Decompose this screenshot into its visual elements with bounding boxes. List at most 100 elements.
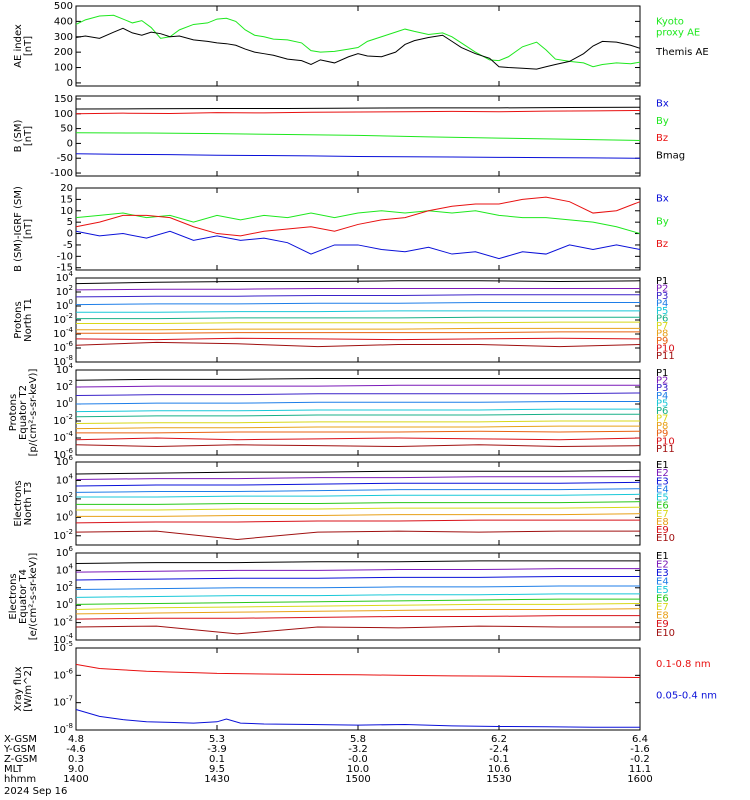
legend-entry: E10 [656,628,675,639]
y-tick-label: 0 [67,138,73,149]
legend-entry: E6 [656,594,669,605]
series-line-P5 [75,408,640,413]
series-line-E4 [75,488,641,493]
y-tick-label: 102 [56,284,73,298]
y-axis-label: B (SM)-IGRF (SM)[nT] [13,186,34,272]
legend-entry: By [656,116,669,127]
y-tick-label: -5 [63,240,73,251]
series-line-P6 [76,316,640,320]
series-line-By [75,132,641,141]
series-line-P11 [75,341,641,348]
x-axis-value: 10.6 [488,764,510,775]
panel-frame [75,369,641,456]
y-tick-label: 10-6 [53,667,73,681]
legend-entry: Bx [656,98,669,109]
series-line-P10 [75,337,641,341]
legend-entry: P11 [656,351,675,362]
y-tick-label: 102 [56,491,73,505]
series-line-P7 [75,420,640,425]
y-tick-label: 10-5 [53,640,73,654]
y-tick-label: 102 [56,379,73,393]
series-line-E9 [75,519,640,524]
x-axis-value: -2.4 [489,744,509,755]
legend-entry: P3 [656,383,668,394]
y-tick-label: 200 [54,47,73,58]
series-line-P8 [76,327,640,331]
y-axis-label: ProtonsNorth T1 [13,298,34,342]
series-line-P1 [75,280,641,285]
y-tick-label: 104 [56,562,74,576]
series-line-0.05-0.4 nm [75,709,640,728]
series-line-P2 [75,288,640,291]
series-line-P2 [75,384,640,388]
legend-entry: E9 [656,525,669,536]
y-axis-label: ElectronsNorth T3 [13,480,34,526]
series-line-E4 [75,585,640,591]
legend-entry: Bz [656,133,668,144]
series-line-E3 [75,481,641,487]
series-line-Bz [75,110,641,115]
series-line-P6 [75,413,640,418]
panel-1: 500 400 300 200 100 0 AE index[nT] Kyoto proxy A… [13,1,709,89]
x-axis-value: -4.6 [66,744,86,755]
legend-entry: P10 [656,344,675,355]
x-axis-table: X-GSM 4.8 5.3 5.8 6.2 6.4 Y-GSM -4.6 -3.9 -3.2 -2.… [3,734,653,797]
legend-entry: P6 [656,314,668,325]
legend-entry: 0.1-0.8 nm [656,659,711,670]
y-tick-label: 300 [54,32,73,43]
y-tick-label: 100 [54,63,73,74]
y-tick-label: 10-2 [53,528,73,542]
legend-entry: E2 [656,468,669,479]
y-tick-label: 10-7 [53,695,73,709]
x-axis-value: 5.3 [209,734,225,745]
legend-entry: 0.05-0.4 nm [656,690,717,701]
y-tick-label: 100 [56,509,73,523]
x-axis-value: 0.3 [68,754,84,765]
legend-entry: E9 [656,619,669,630]
y-tick-label: 100 [54,109,73,120]
series-line-Bmag [75,106,641,110]
legend-entry: Kyoto proxy AE [656,16,700,38]
y-tick-label: 100 [56,298,73,312]
y-axis-label: B (SM)[nT] [13,119,34,152]
series-line-P3 [75,392,641,396]
y-tick-label: -15 [57,263,73,274]
x-axis-value: 1400 [63,774,88,785]
y-tick-label: 104 [56,472,74,486]
y-tick-label: 102 [56,580,73,594]
legend-entry: E5 [656,493,669,504]
y-tick-label: 50 [60,124,73,135]
x-axis-value: 6.2 [491,734,507,745]
legend-entry: P1 [656,276,668,287]
y-tick-label: 15 [60,194,73,205]
legend-entry: Themis AE [655,47,709,58]
series-line-P11 [75,444,641,448]
legend-entry: P5 [656,398,668,409]
y-tick-label: -50 [57,153,73,164]
y-tick-label: 10-2 [53,615,73,629]
y-tick-label: 0 [67,78,73,89]
series-line-E7 [75,602,641,611]
legend-entry: P1 [656,368,668,379]
panel-frame [75,277,641,363]
y-tick-label: -10 [57,251,73,262]
legend-entry: E6 [656,501,669,512]
series-line-E2 [75,568,640,573]
legend-entry: E7 [656,602,669,613]
legend-entry: P10 [656,436,675,447]
legend-entry: Bmag [656,151,685,162]
series-line-Bx [75,153,641,159]
x-axis-value: 6.4 [632,734,648,745]
series-line-E1 [75,560,640,564]
legend-entry: P9 [656,429,668,440]
y-tick-label: 0 [67,229,73,240]
series-line-P4 [75,400,640,405]
legend-entry: P4 [656,391,668,402]
series-line-E10 [75,625,640,635]
x-axis-row-label: Z-GSM [4,754,37,765]
